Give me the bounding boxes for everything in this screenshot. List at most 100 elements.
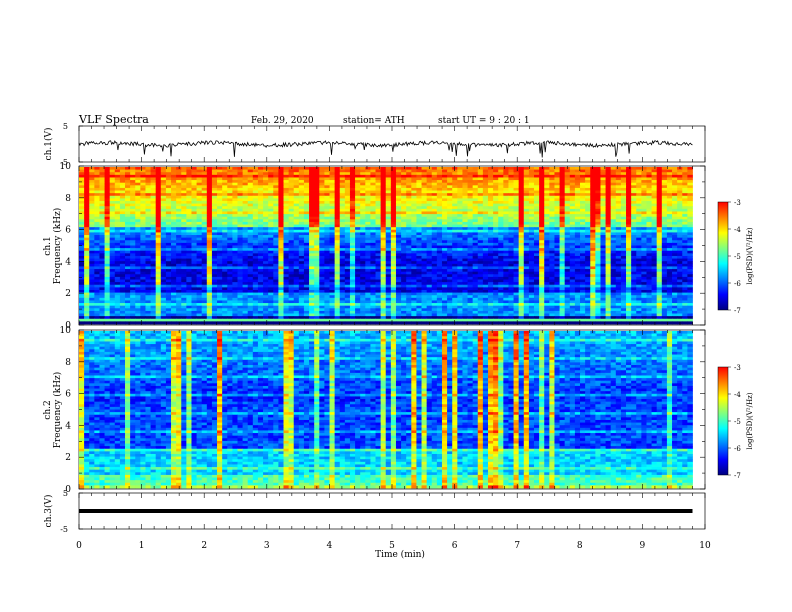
spectrogram-cell [493, 221, 499, 225]
spectrogram-cell [278, 235, 284, 239]
spectrogram-cell [114, 187, 121, 191]
spectrogram-cell [528, 211, 535, 215]
spectrogram-cell [447, 177, 453, 181]
spectrogram-cell [436, 214, 443, 218]
spectrogram-cell [104, 177, 111, 181]
spectrogram-cell [590, 237, 596, 241]
spectrogram-cell [574, 190, 581, 194]
spectrogram-cell [298, 274, 305, 278]
spectrogram-cell [109, 180, 116, 184]
spectrogram-cell [186, 232, 192, 236]
spectrogram-cell [467, 269, 474, 273]
spectrogram-cell [283, 203, 289, 207]
spectrogram-cell [263, 266, 269, 270]
spectrogram-cell [487, 221, 494, 225]
spectrogram-cell [273, 261, 279, 265]
spectrogram-cell [104, 216, 111, 220]
spectrogram-cell [620, 271, 627, 275]
spectrogram-cell [590, 193, 596, 197]
spectrogram-cell [677, 193, 683, 197]
spectrogram-cell [615, 263, 622, 267]
spectrogram-cell [498, 248, 504, 252]
spectrogram-cell [160, 232, 167, 236]
spectrogram-cell [687, 271, 693, 275]
spectrogram-cell [89, 201, 95, 205]
spectrogram-cell [140, 255, 146, 259]
spectrogram-cell [135, 208, 141, 212]
spectrogram-cell [401, 187, 407, 191]
spectrogram-cell [549, 269, 555, 273]
spectrogram-cell [477, 185, 484, 189]
spectrogram-cell [472, 253, 479, 257]
spectrogram-cell [426, 172, 433, 176]
spectrogram-cell [206, 208, 213, 212]
spectrogram-cell [339, 172, 346, 176]
spectrogram-cell [165, 253, 172, 257]
spectrogram-cell [84, 174, 90, 178]
spectrogram-cell [206, 211, 213, 215]
spectrogram-cell [626, 227, 632, 231]
spectrogram-cell [620, 224, 627, 228]
spectrogram-cell [329, 193, 336, 197]
spectrogram-cell [406, 263, 412, 267]
spectrogram-cell [590, 255, 596, 259]
spectrogram-cell [431, 214, 438, 218]
spectrogram-cell [401, 245, 407, 249]
spectrogram-cell [487, 203, 494, 207]
spectrogram-cell [370, 229, 376, 233]
spectrogram-cell [595, 172, 601, 176]
spectrogram-cell [452, 193, 458, 197]
spectrogram-cell [171, 167, 177, 171]
spectrogram-cell [508, 229, 514, 233]
spectrogram-cell [426, 224, 433, 228]
spectrogram-cell [155, 206, 162, 210]
spectrogram-cell [411, 274, 417, 278]
spectrogram-cell [646, 248, 652, 252]
spectrogram-cell [666, 235, 673, 239]
spectrogram-cell [283, 193, 289, 197]
spectrogram-cell [513, 190, 520, 194]
spectrogram-cell [651, 269, 658, 273]
spectrogram-cell [283, 227, 289, 231]
spectrogram-cell [181, 174, 187, 178]
spectrogram-cell [242, 269, 249, 273]
spectrogram-cell [523, 269, 530, 273]
spectrogram-cell [109, 240, 116, 244]
spectrogram-cell [528, 201, 535, 205]
spectrogram-cell [278, 237, 284, 241]
spectrogram-cell [672, 177, 678, 181]
spectrogram-cell [339, 235, 346, 239]
spectrogram-cell [564, 242, 571, 246]
spectrogram-cell [140, 274, 146, 278]
spectrogram-cell [406, 250, 412, 254]
spectrogram-cell [114, 224, 121, 228]
spectrogram-cell [416, 237, 422, 241]
spectrogram-cell [155, 193, 162, 197]
spectrogram-cell [150, 255, 157, 259]
spectrogram-cell [94, 229, 100, 233]
spectrogram-cell [498, 190, 504, 194]
spectrogram-cell [431, 227, 438, 231]
spectrogram-cell [181, 201, 187, 205]
spectrogram-cell [135, 258, 141, 262]
spectrogram-cell [472, 198, 479, 202]
spectrogram-cell [257, 216, 264, 220]
spectrogram-cell [580, 245, 586, 249]
spectrogram-cell [569, 227, 576, 231]
spectrogram-cell [237, 195, 243, 199]
spectrogram-cell [119, 219, 126, 223]
spectrogram-cell [135, 211, 141, 215]
spectrogram-cell [247, 221, 254, 225]
spectrogram-cell [605, 187, 612, 191]
spectrogram-cell [631, 169, 637, 173]
spectrogram-cell [196, 229, 203, 233]
spectrogram-cell [79, 237, 85, 241]
spectrogram-cell [672, 182, 678, 186]
spectrogram-cell [196, 206, 203, 210]
spectrogram-cell [125, 180, 131, 184]
spectrogram-cell [528, 237, 535, 241]
spectrogram-cell [406, 185, 412, 189]
spectrogram-cell [380, 219, 387, 223]
spectrogram-cell [620, 266, 627, 270]
spectrogram-cell [559, 216, 566, 220]
